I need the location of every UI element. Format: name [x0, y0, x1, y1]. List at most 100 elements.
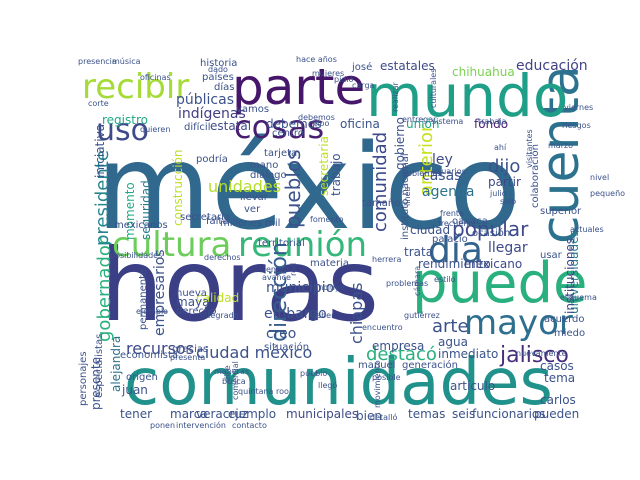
word-línea: línea [403, 187, 412, 206]
word-instituciones: instituciones [563, 238, 577, 314]
word-horas: horas [100, 227, 379, 344]
word-vamos: vamos [236, 104, 269, 115]
word-gobiernos: gobiernos [402, 169, 441, 178]
word-integrado: integrado [200, 311, 239, 320]
word-derecho: derecho [176, 306, 217, 317]
word-generación: generación [402, 359, 458, 371]
word-territorial: territorial [258, 238, 305, 249]
word-llevar: llevar [240, 192, 269, 203]
word-presencia: presencia [78, 57, 117, 66]
word-personajes: personajes [78, 351, 89, 406]
word-alejandra: alejandra [109, 336, 123, 392]
word-llegar: llegar [488, 240, 528, 256]
word-rendimiento: rendimiento [418, 257, 491, 271]
word-posible: posible [372, 373, 401, 382]
word-días: días [214, 81, 234, 93]
word-josé: josé [351, 61, 372, 73]
word-universidades: universidades [567, 230, 581, 314]
word-colaboración: colaboración [529, 144, 541, 208]
word-empresa: empresa [372, 339, 424, 353]
word-anterior: anterior [416, 124, 437, 196]
word-puede: puede [412, 251, 588, 316]
word-mano: mano [250, 160, 278, 171]
word-riesgos: riesgos [562, 121, 591, 130]
word-parte: parte [232, 58, 365, 116]
word-tarjeta: tarjeta [264, 148, 297, 159]
word-inmediato: inmediato [438, 347, 498, 361]
word-cuenta: cuenta [531, 65, 591, 244]
word-reunión: reunión [238, 225, 367, 265]
word-permanente: permanente [138, 269, 149, 330]
word-problemas: problemas [386, 279, 428, 288]
word-temas: temas [408, 407, 445, 421]
word-gobernador: gobernador [94, 237, 115, 342]
word-marca: marca [170, 407, 208, 421]
word-cámara: cámara [413, 266, 422, 296]
word-avance: avance [262, 273, 291, 282]
word-superior: superior [540, 206, 582, 217]
word-hace-años: hace años [296, 55, 337, 64]
word-arte: arte [432, 316, 469, 337]
word-artículo: artículo [450, 379, 495, 393]
word-diálogo: diálogo [250, 169, 287, 181]
word-enero: enero [266, 265, 289, 274]
word-incluye: incluye [316, 283, 345, 292]
word-embargo: embargo [264, 306, 327, 322]
word-especialistas: especialistas [94, 334, 105, 398]
word-debemos: debemos [298, 113, 335, 122]
word-méxico: méxico [96, 118, 521, 256]
word-historia: historia [200, 58, 237, 69]
word-unidades: unidades [208, 177, 281, 196]
word-oaxaca: oaxaca [452, 216, 488, 227]
word-estatales: estatales [380, 59, 435, 73]
word-trabaja: trabaja [478, 117, 507, 126]
word-manuel: manuel [358, 360, 395, 371]
word-secretaría: secretaría [180, 211, 230, 223]
word-chiapas: chiapas [347, 283, 366, 344]
word-centro: centro [272, 128, 304, 139]
word-entregar: entregar [402, 115, 437, 124]
word-busca: busca [222, 377, 246, 386]
word-fomento: fomento [310, 215, 344, 224]
word-destacó: destacó [366, 344, 437, 365]
word-música: música [112, 57, 141, 66]
word-encuentro: encuentro [362, 323, 403, 332]
word-dado: dado [208, 65, 228, 74]
word-oficinas: oficinas [140, 73, 171, 82]
word-gracias: gracias [172, 344, 208, 355]
word-pequeño: pequeño [590, 189, 625, 198]
word-actuales: actuales [570, 225, 604, 234]
word-julio: julio [489, 189, 507, 198]
word-pueden: pueden [534, 407, 579, 421]
word-cloud-words: méxicohorascomunidadespuedecuentamundopa… [78, 55, 625, 430]
word-oficina: oficina [340, 117, 380, 131]
word-maneras: maneras [214, 367, 249, 376]
word-partir: partir [488, 175, 521, 189]
word-mexicanos: mexicanos [114, 220, 168, 231]
word-construcción: construcción [171, 149, 185, 226]
word-estatal: estatal [210, 119, 251, 133]
word-recibir: recibir [82, 67, 189, 107]
word-trata: trata [404, 245, 433, 259]
word-cosas: cosas [234, 108, 324, 146]
word-usar: usar [540, 250, 563, 261]
word-dijo: dijo [488, 156, 520, 177]
word-intervención: intervención [176, 420, 226, 430]
word-maya: maya [176, 295, 210, 309]
word-unión: unión [406, 117, 440, 131]
word-ley: ley [432, 152, 453, 168]
word-esquema: esquema [560, 293, 597, 302]
word-ciudad: ciudad [410, 223, 450, 237]
word-tener: tener [120, 407, 152, 421]
word-seis: seis [452, 407, 475, 421]
word-realizar: realizar [391, 82, 400, 112]
word-gutiérrez: gutiérrez [404, 310, 440, 320]
word-creo: creo [266, 326, 296, 342]
word-frente: frente [440, 209, 464, 218]
word-registro: registro [102, 113, 148, 127]
word-debemos: debemos [266, 117, 321, 131]
word-secretaria: secretaria [317, 136, 331, 196]
word-pueblo: pueblo [300, 369, 327, 378]
word-gobierno: gobierno [393, 117, 407, 170]
word-herrera: herrera [372, 255, 401, 264]
